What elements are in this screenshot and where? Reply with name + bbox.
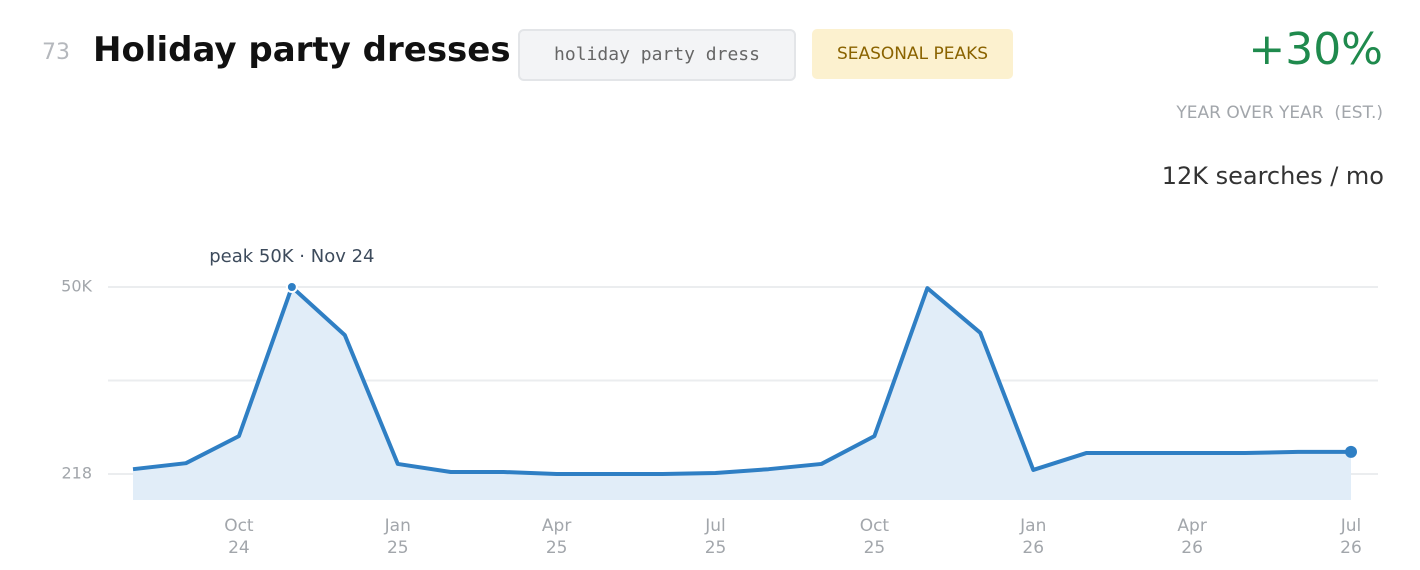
- growth-label: YEAR OVER YEAR (EST.): [1176, 103, 1383, 123]
- growth: +30%: [1248, 24, 1383, 75]
- keyword-chip[interactable]: holiday party dress: [518, 29, 796, 81]
- y-tick-label: 218: [61, 464, 92, 483]
- peak-marker: [285, 281, 298, 293]
- x-tick-label: Oct 25: [859, 516, 890, 558]
- last-marker: [1345, 445, 1357, 458]
- line: [132, 285, 1351, 477]
- x-tick-label: Jan 26: [1020, 516, 1047, 558]
- y-tick-label: 50K: [61, 277, 92, 296]
- x-tick-label: Apr 26: [1177, 516, 1207, 558]
- x-tick-label: Jul 25: [704, 516, 727, 558]
- annotation: peak 50K · Nov 24: [209, 246, 374, 267]
- x-tick-label: Jul 26: [1340, 516, 1362, 558]
- title: Holiday party dresses: [93, 30, 511, 70]
- area: [133, 287, 1351, 500]
- x-tick-label: Apr 25: [541, 516, 572, 558]
- x-tick-label: Jan 25: [384, 516, 411, 558]
- volume: 12K searches / mo: [1161, 162, 1384, 190]
- badge: SEASONAL PEAKS: [812, 29, 1013, 79]
- rank: 73: [42, 40, 70, 65]
- x-tick-label: Oct 24: [224, 516, 254, 558]
